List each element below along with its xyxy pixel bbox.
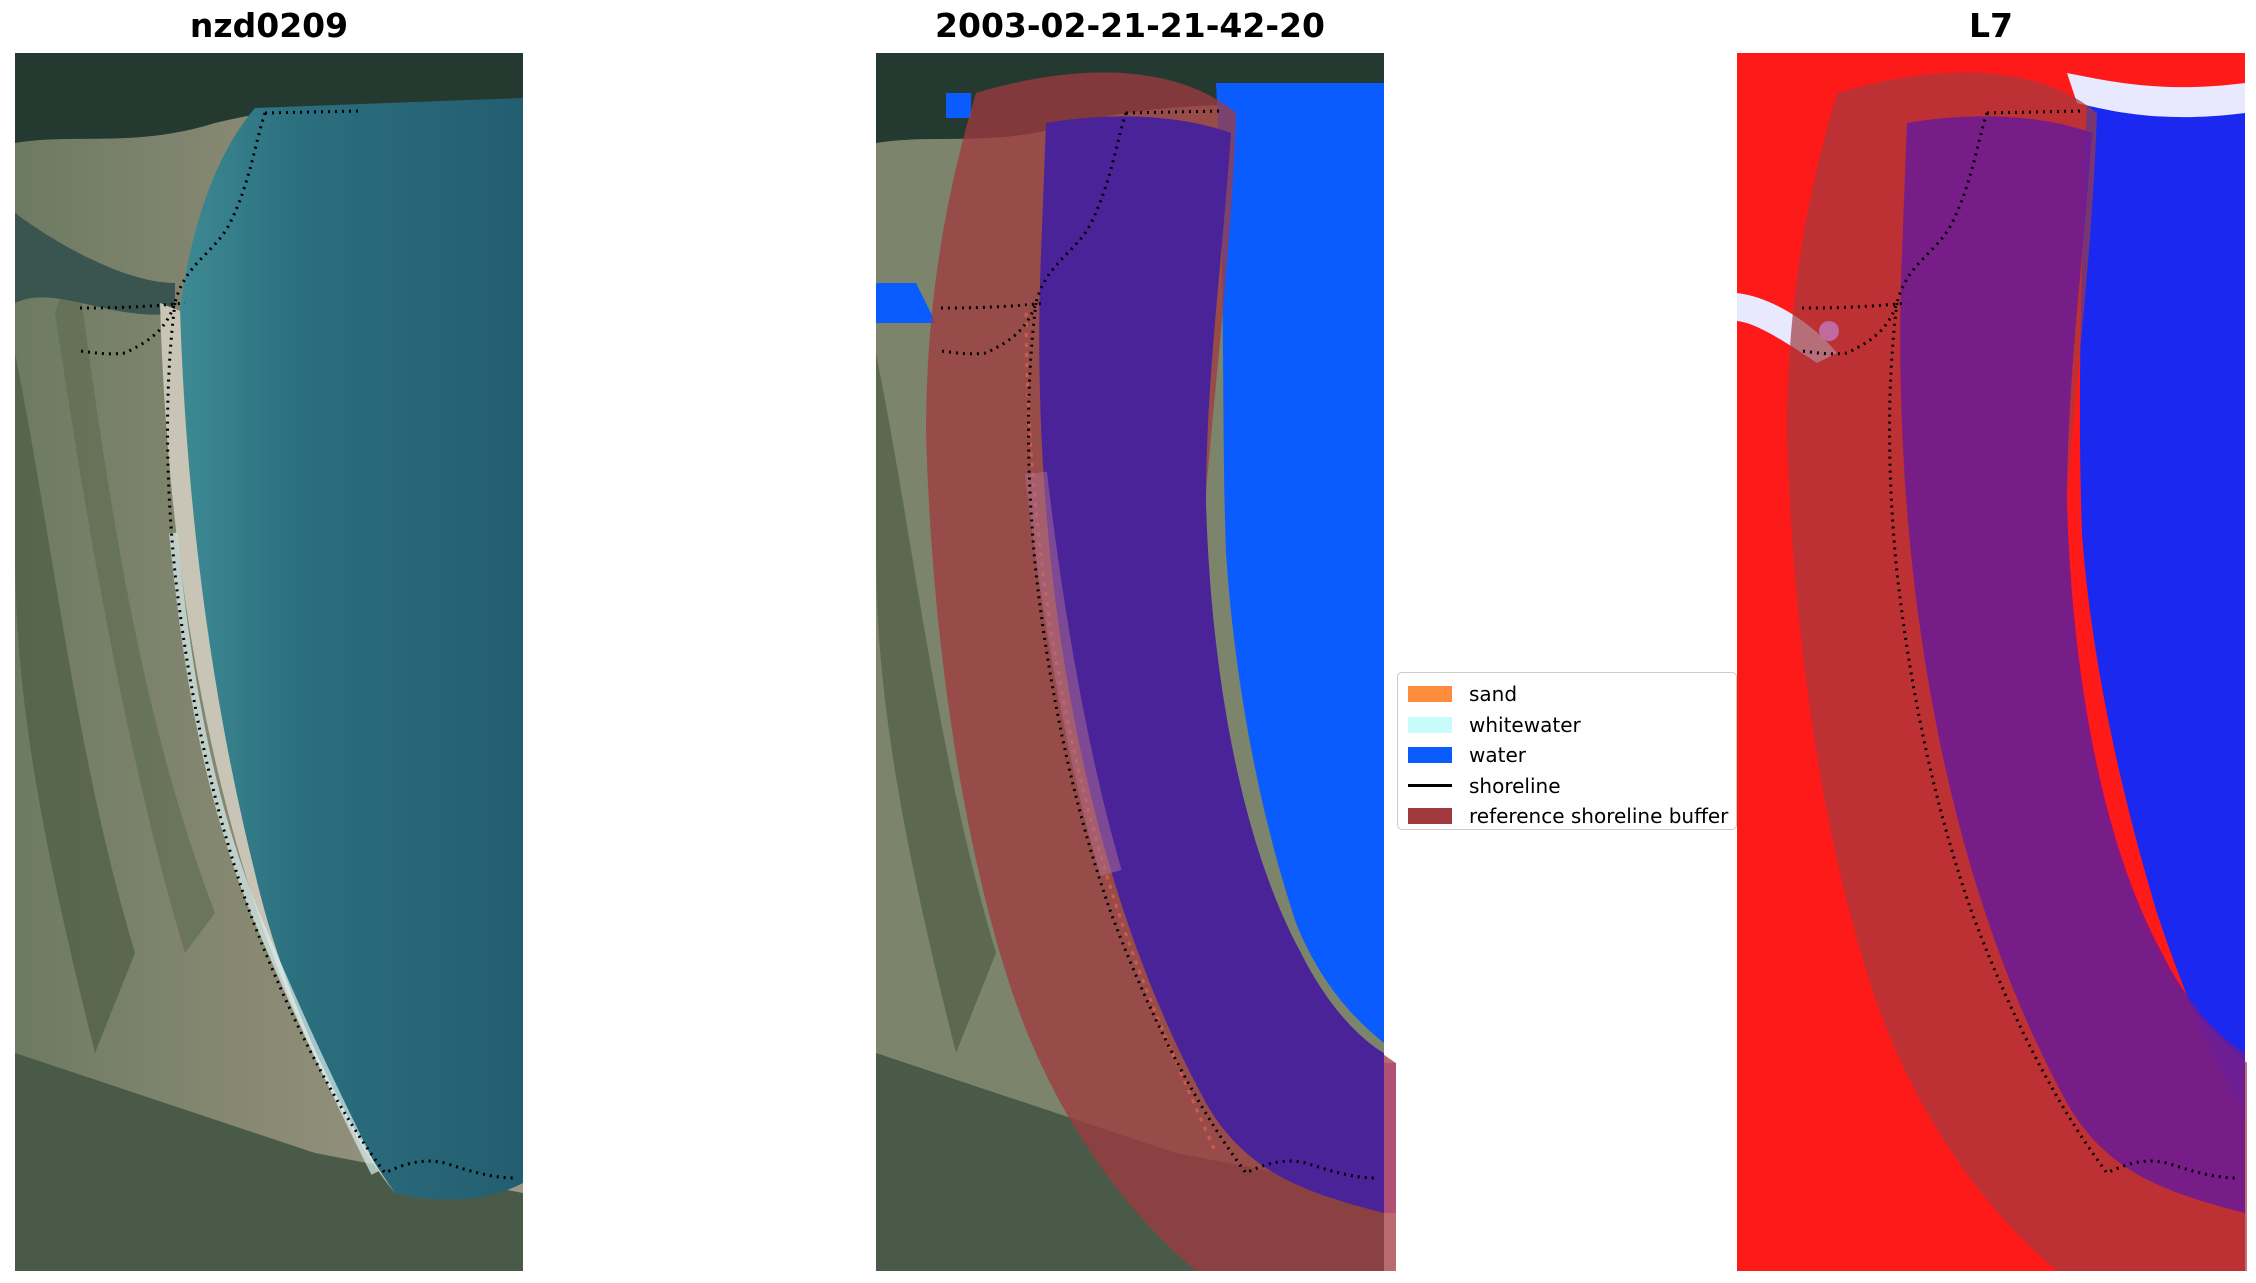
shoreline-path: [79, 109, 516, 1180]
legend-item-reference-buffer: reference shoreline buffer: [1408, 801, 1736, 832]
sensor-panel: [1737, 53, 2247, 1271]
shoreline-path: [940, 109, 1377, 1180]
panel-title-classification: 2003-02-21-21-42-20: [935, 6, 1325, 45]
legend-swatch-sand: [1408, 686, 1452, 703]
legend-label: sand: [1469, 682, 1518, 707]
legend: sand whitewater water shoreline referenc…: [1397, 672, 1737, 830]
panel-title-satellite: nzd0209: [189, 6, 349, 45]
legend-swatch-reference-buffer: [1408, 808, 1452, 825]
legend-item-sand: sand: [1408, 679, 1736, 710]
satellite-image-panel: [15, 53, 523, 1271]
water-class-area: [1216, 83, 1384, 1043]
legend-label: water: [1469, 743, 1526, 768]
legend-swatch-shoreline: [1408, 784, 1452, 788]
panel-title-sensor: L7: [1969, 6, 2013, 45]
legend-item-water: water: [1408, 740, 1736, 771]
sensor-image: [1737, 53, 2247, 1271]
legend-label: shoreline: [1469, 773, 1561, 798]
classification-image: [876, 53, 1396, 1271]
legend-swatch-water: [1408, 747, 1452, 764]
classification-panel: [876, 53, 1396, 1271]
legend-label: reference shoreline buffer: [1469, 804, 1729, 829]
legend-label: whitewater: [1469, 712, 1581, 737]
legend-item-shoreline: shoreline: [1408, 771, 1736, 802]
shoreline-path: [1801, 109, 2238, 1180]
legend-item-whitewater: whitewater: [1408, 710, 1736, 741]
legend-swatch-whitewater: [1408, 716, 1452, 733]
satellite-image: [15, 53, 523, 1271]
